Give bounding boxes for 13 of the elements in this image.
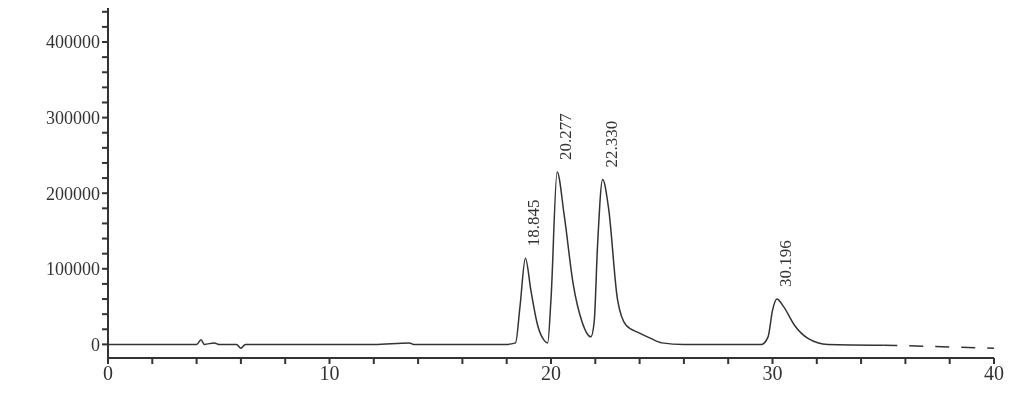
annotation: 22.330 bbox=[601, 120, 621, 168]
y-tick-label: 300000 bbox=[46, 108, 100, 128]
y-tick-label: 100000 bbox=[46, 259, 100, 280]
y-tick-label: 200000 bbox=[46, 183, 100, 204]
x-tick-label: 40 bbox=[984, 362, 1004, 385]
x-tick-label: 10 bbox=[319, 362, 340, 385]
x-tick-label: 20 bbox=[541, 362, 561, 385]
annotation: 30.196 bbox=[775, 240, 795, 288]
annotation: 20.277 bbox=[556, 112, 576, 161]
y-tick-label: 400000 bbox=[46, 32, 100, 53]
annotation: 18.845 bbox=[524, 199, 544, 247]
y-tick-label: 0 bbox=[91, 334, 100, 355]
x-tick-label: 30 bbox=[762, 362, 783, 385]
